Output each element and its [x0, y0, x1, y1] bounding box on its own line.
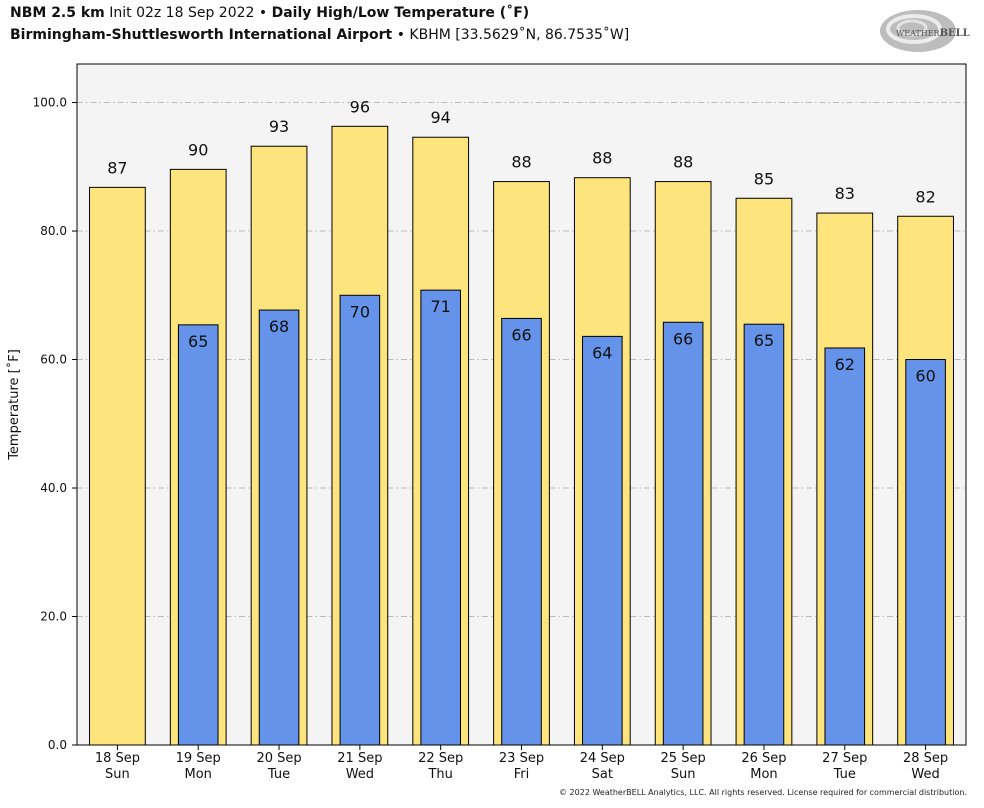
low-temp-bar: [743, 323, 785, 746]
station-separator: •: [396, 27, 405, 43]
high-temp-label: 82: [915, 187, 935, 206]
low-temp-bar: [177, 324, 219, 746]
x-tick-label-day: Tue: [833, 767, 856, 782]
x-tick-label-date: 26 Sep: [741, 751, 786, 766]
high-temp-label: 85: [754, 169, 774, 188]
high-temp-label: 94: [431, 108, 451, 127]
low-temp-label: 66: [673, 329, 693, 348]
y-tick-label: 100.0: [33, 96, 67, 110]
weatherbell-logo-icon: WEATHERBELL: [880, 10, 970, 52]
low-temp-bar: [824, 347, 866, 746]
station-code: KBHM: [409, 27, 451, 43]
low-temp-label: 71: [431, 297, 451, 316]
low-temp-bar: [905, 359, 946, 746]
y-tick-label: 0.0: [48, 738, 67, 752]
copyright: © 2022 WeatherBELL Analytics, LLC. All r…: [559, 788, 967, 797]
high-temp-label: 87: [107, 158, 127, 177]
logo-text-prefix: WEATHER: [896, 29, 941, 38]
low-temp-label: 62: [835, 355, 855, 374]
y-tick-label: 40.0: [40, 481, 67, 495]
x-tick-label-day: Sat: [592, 767, 613, 782]
x-tick-label-date: 21 Sep: [337, 751, 382, 766]
x-tick-label-date: 23 Sep: [499, 751, 544, 766]
x-tick-label-day: Wed: [911, 767, 939, 782]
x-tick-label-day: Sun: [671, 767, 696, 782]
low-temp-bar: [258, 309, 300, 746]
x-tick-label-date: 19 Sep: [176, 751, 221, 766]
high-temp-label: 90: [188, 140, 208, 159]
logo-text-suffix: BELL: [940, 28, 970, 39]
low-temp-label: 68: [269, 317, 289, 336]
x-tick-label-day: Tue: [267, 767, 290, 782]
chart-title: NBM 2.5 km Init 02z 18 Sep 2022 • Daily …: [10, 5, 529, 21]
x-tick-label-date: 27 Sep: [822, 751, 867, 766]
y-tick-label: 80.0: [40, 224, 67, 238]
product-name: Daily High/Low Temperature (˚F): [271, 5, 530, 21]
low-temp-bar: [501, 317, 542, 746]
low-temp-label: 65: [754, 331, 774, 350]
high-temp-label: 96: [350, 97, 370, 116]
low-temp-label: 60: [915, 367, 935, 386]
x-tick-label-day: Wed: [346, 767, 374, 782]
x-tick-label-day: Fri: [514, 767, 530, 782]
x-tick-label-day: Sun: [105, 767, 130, 782]
low-temp-bar: [662, 321, 704, 746]
low-temp-label: 64: [592, 343, 612, 362]
y-tick-label: 20.0: [40, 610, 67, 624]
station-coords: [33.5629˚N, 86.7535˚W]: [455, 27, 630, 43]
x-tick-label-date: 28 Sep: [903, 751, 948, 766]
init-time: Init 02z 18 Sep 2022: [109, 5, 255, 21]
high-temp-label: 88: [592, 149, 612, 168]
y-tick-label: 60.0: [40, 353, 67, 367]
low-temp-label: 70: [350, 302, 370, 321]
title-separator: •: [258, 5, 268, 21]
station-name: Birmingham-Shuttlesworth International A…: [10, 27, 393, 43]
low-temp-bar: [582, 335, 623, 746]
x-tick-label-date: 22 Sep: [418, 751, 463, 766]
y-axis-label: Temperature [˚F]: [6, 349, 22, 461]
high-temp-bar: [89, 186, 146, 746]
model-name: NBM 2.5 km: [10, 5, 105, 21]
low-temp-bar: [339, 294, 381, 746]
x-tick-label-day: Mon: [185, 767, 212, 782]
x-tick-label-date: 18 Sep: [95, 751, 140, 766]
bars: 87 90 65 93 68 96 70 94 71 88 66 88 64 88 66 85 65 83 62 82…: [89, 97, 954, 746]
low-temp-bar: [420, 289, 461, 746]
high-temp-label: 93: [269, 117, 289, 136]
high-temp-label: 88: [673, 153, 693, 172]
svg-text:WEATHERBELL: WEATHERBELL: [896, 28, 970, 39]
high-temp-label: 83: [835, 184, 855, 203]
low-temp-label: 66: [511, 325, 531, 344]
low-temp-label: 65: [188, 332, 208, 351]
high-temp-label: 88: [511, 153, 531, 172]
x-tick-label-date: 25 Sep: [661, 751, 706, 766]
station-line: Birmingham-Shuttlesworth International A…: [10, 27, 629, 43]
x-tick-label-day: Thu: [427, 767, 452, 782]
x-tick-label-date: 20 Sep: [256, 751, 301, 766]
x-tick-label-day: Mon: [750, 767, 777, 782]
x-tick-label-date: 24 Sep: [580, 751, 625, 766]
